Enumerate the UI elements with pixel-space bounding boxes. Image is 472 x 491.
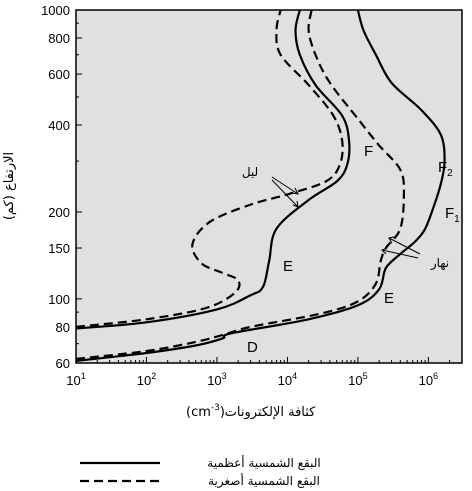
legend-label-solid: البقع الشمسية أعظمية xyxy=(207,455,320,470)
x-tick-base: 10 xyxy=(348,373,362,388)
x-tick-exp: 6 xyxy=(433,371,438,381)
x-tick-base: 10 xyxy=(207,373,221,388)
layer-f1-sub: 1 xyxy=(454,214,460,225)
layer-f1: F1 xyxy=(445,205,460,225)
y-tick-label: 1000 xyxy=(41,3,70,18)
y-tick-label: 800 xyxy=(48,31,70,46)
x-tick-label: 102 xyxy=(137,371,156,388)
layer-f1-letter: F xyxy=(445,205,454,222)
y-tick-label: 80 xyxy=(56,320,70,335)
night-arrow-1 xyxy=(271,176,299,195)
x-tick-exp: 3 xyxy=(222,371,227,381)
y-axis-ticks: 60 80 100 150 200 400 600 800 1000 xyxy=(41,3,82,371)
y-tick-label: 600 xyxy=(48,67,70,82)
x-axis-unit-open: (cm xyxy=(186,405,211,420)
y-tick-label: 100 xyxy=(48,292,70,307)
plot-area xyxy=(75,9,463,364)
x-tick-label: 105 xyxy=(348,371,367,388)
day-arrow-2 xyxy=(381,249,419,259)
x-tick-base: 10 xyxy=(66,373,80,388)
layer-f2-letter: F xyxy=(438,159,447,176)
day-arrow-1 xyxy=(388,237,421,255)
x-axis-title: كثافة الإلكترونات xyxy=(225,405,317,420)
day-arrow-1-head xyxy=(388,236,395,244)
day-label: نهار xyxy=(430,256,449,271)
x-tick-base: 10 xyxy=(137,373,151,388)
x-tick-label: 104 xyxy=(278,371,297,388)
night-label: ليل xyxy=(242,165,258,179)
y-tick-label: 200 xyxy=(48,205,70,220)
x-axis-ticks: 101 102 103 104 105 106 xyxy=(66,357,463,388)
layer-e-night: E xyxy=(283,258,293,275)
night-arrow-2-head xyxy=(292,200,299,208)
day-arrow-2-head xyxy=(381,247,388,255)
legend: البقع الشمسية أعظمية البقع الشمسية أصغري… xyxy=(80,455,321,489)
layer-e-day: E xyxy=(384,290,394,307)
x-tick-exp: 4 xyxy=(292,371,297,381)
x-tick-label: 106 xyxy=(419,371,438,388)
series-day-max-line xyxy=(75,9,446,362)
series-night-min-line xyxy=(75,9,344,328)
x-tick-base: 10 xyxy=(419,373,433,388)
x-tick-label: 103 xyxy=(207,371,226,388)
layer-f2-sub: 2 xyxy=(447,168,453,179)
night-arrow-1-head xyxy=(291,187,299,195)
layer-f-night: F xyxy=(364,143,373,160)
y-tick-label: 400 xyxy=(48,118,70,133)
y-tick-label: 150 xyxy=(48,241,70,256)
x-tick-exp: 2 xyxy=(151,371,156,381)
x-axis-unit-exp: -3 xyxy=(211,403,220,413)
legend-label-dashed: البقع الشمسية أصغرية xyxy=(208,473,320,489)
x-tick-base: 10 xyxy=(278,373,292,388)
x-axis-unit: (cm-3) xyxy=(186,403,225,420)
x-tick-label: 101 xyxy=(66,371,85,388)
series-night-max-line xyxy=(75,9,351,330)
night-arrow-2 xyxy=(271,179,299,208)
layer-d: D xyxy=(247,339,258,356)
y-tick-label: 60 xyxy=(56,356,70,371)
annotation-arrows xyxy=(271,176,421,259)
x-tick-exp: 1 xyxy=(81,371,86,381)
y-axis-title: الارتفاع (كم) xyxy=(2,152,17,220)
x-axis-unit-close: ) xyxy=(220,405,225,420)
layer-f2: F2 xyxy=(438,159,453,179)
x-tick-exp: 5 xyxy=(363,371,368,381)
